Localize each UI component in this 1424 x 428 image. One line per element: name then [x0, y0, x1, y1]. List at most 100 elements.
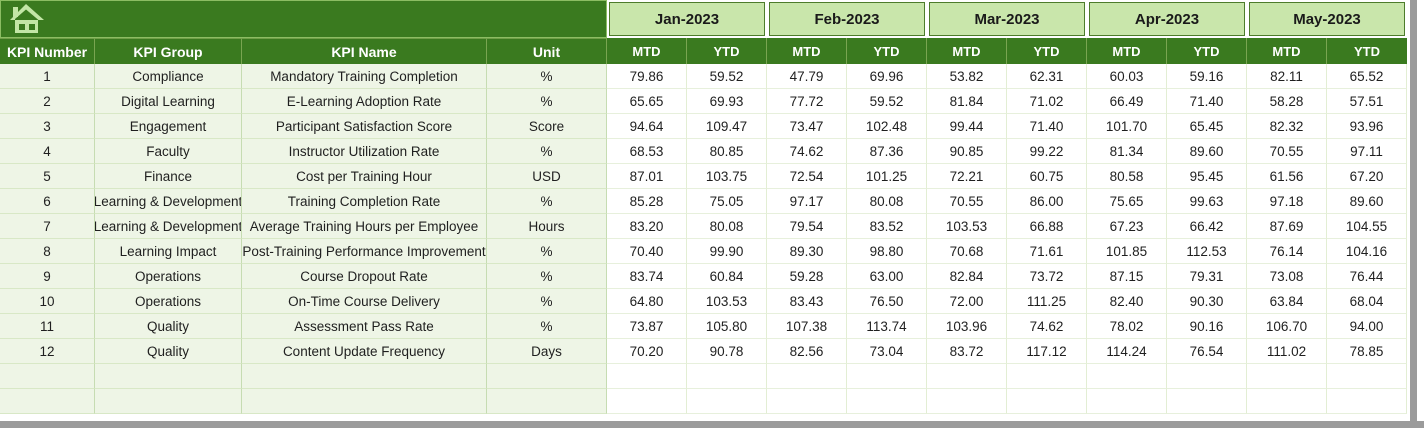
kpi-unit-cell[interactable]: % — [487, 264, 607, 289]
kpi-name-cell[interactable] — [242, 364, 487, 389]
kpi-unit-cell[interactable]: Score — [487, 114, 607, 139]
value-cell[interactable]: 81.84 — [927, 89, 1007, 114]
value-cell[interactable]: 99.63 — [1167, 189, 1247, 214]
value-cell[interactable]: 90.78 — [687, 339, 767, 364]
value-cell[interactable]: 59.52 — [847, 89, 927, 114]
value-cell[interactable]: 98.80 — [847, 239, 927, 264]
value-cell[interactable]: 82.32 — [1247, 114, 1327, 139]
value-cell[interactable]: 104.16 — [1327, 239, 1407, 264]
value-cell[interactable]: 90.85 — [927, 139, 1007, 164]
value-cell[interactable]: 103.53 — [687, 289, 767, 314]
value-cell[interactable]: 106.70 — [1247, 314, 1327, 339]
kpi-number-cell[interactable]: 8 — [0, 239, 95, 264]
value-cell[interactable] — [1087, 389, 1167, 414]
kpi-unit-cell[interactable]: % — [487, 314, 607, 339]
value-cell[interactable]: 71.40 — [1167, 89, 1247, 114]
value-cell[interactable]: 76.44 — [1327, 264, 1407, 289]
kpi-group-cell[interactable] — [95, 364, 242, 389]
value-cell[interactable]: 99.22 — [1007, 139, 1087, 164]
value-cell[interactable]: 64.80 — [607, 289, 687, 314]
value-cell[interactable] — [687, 389, 767, 414]
kpi-number-cell[interactable]: 11 — [0, 314, 95, 339]
value-cell[interactable]: 111.25 — [1007, 289, 1087, 314]
value-cell[interactable]: 99.90 — [687, 239, 767, 264]
value-cell[interactable]: 87.01 — [607, 164, 687, 189]
period-header-cell[interactable]: MTD — [1247, 38, 1327, 64]
value-cell[interactable]: 75.65 — [1087, 189, 1167, 214]
value-cell[interactable]: 60.03 — [1087, 64, 1167, 89]
kpi-number-cell[interactable]: 7 — [0, 214, 95, 239]
value-cell[interactable]: 114.24 — [1087, 339, 1167, 364]
kpi-group-cell[interactable]: Quality — [95, 339, 242, 364]
value-cell[interactable]: 104.55 — [1327, 214, 1407, 239]
value-cell[interactable]: 89.30 — [767, 239, 847, 264]
value-cell[interactable]: 87.15 — [1087, 264, 1167, 289]
value-cell[interactable]: 65.45 — [1167, 114, 1247, 139]
home-button[interactable] — [0, 0, 607, 38]
kpi-unit-cell[interactable] — [487, 389, 607, 414]
value-cell[interactable]: 80.58 — [1087, 164, 1167, 189]
month-header-cell[interactable]: Apr-2023 — [1089, 2, 1245, 36]
value-cell[interactable]: 94.64 — [607, 114, 687, 139]
kpi-unit-cell[interactable]: % — [487, 239, 607, 264]
value-cell[interactable] — [1167, 364, 1247, 389]
kpi-unit-cell[interactable]: Hours — [487, 214, 607, 239]
kpi-name-cell[interactable]: Instructor Utilization Rate — [242, 139, 487, 164]
value-cell[interactable]: 78.85 — [1327, 339, 1407, 364]
kpi-group-cell[interactable]: Compliance — [95, 64, 242, 89]
value-cell[interactable] — [767, 364, 847, 389]
kpi-group-cell[interactable]: Finance — [95, 164, 242, 189]
value-cell[interactable] — [607, 389, 687, 414]
value-cell[interactable] — [1247, 389, 1327, 414]
value-cell[interactable]: 59.52 — [687, 64, 767, 89]
period-header-cell[interactable]: MTD — [767, 38, 847, 64]
value-cell[interactable] — [767, 389, 847, 414]
value-cell[interactable]: 107.38 — [767, 314, 847, 339]
kpi-number-cell[interactable]: 9 — [0, 264, 95, 289]
period-header-cell[interactable]: MTD — [927, 38, 1007, 64]
value-cell[interactable]: 103.96 — [927, 314, 1007, 339]
value-cell[interactable]: 82.84 — [927, 264, 1007, 289]
kpi-number-cell[interactable]: 6 — [0, 189, 95, 214]
value-cell[interactable]: 68.04 — [1327, 289, 1407, 314]
value-cell[interactable]: 83.20 — [607, 214, 687, 239]
value-cell[interactable]: 73.87 — [607, 314, 687, 339]
value-cell[interactable]: 90.30 — [1167, 289, 1247, 314]
column-header-cell[interactable]: KPI Name — [242, 38, 487, 64]
value-cell[interactable]: 86.00 — [1007, 189, 1087, 214]
value-cell[interactable] — [1007, 364, 1087, 389]
value-cell[interactable]: 60.75 — [1007, 164, 1087, 189]
value-cell[interactable]: 103.75 — [687, 164, 767, 189]
value-cell[interactable]: 71.40 — [1007, 114, 1087, 139]
value-cell[interactable]: 79.31 — [1167, 264, 1247, 289]
value-cell[interactable]: 73.72 — [1007, 264, 1087, 289]
value-cell[interactable]: 79.86 — [607, 64, 687, 89]
value-cell[interactable]: 62.31 — [1007, 64, 1087, 89]
kpi-number-cell[interactable]: 3 — [0, 114, 95, 139]
kpi-number-cell[interactable]: 5 — [0, 164, 95, 189]
kpi-group-cell[interactable]: Digital Learning — [95, 89, 242, 114]
value-cell[interactable] — [1327, 364, 1407, 389]
value-cell[interactable]: 68.53 — [607, 139, 687, 164]
kpi-group-cell[interactable]: Engagement — [95, 114, 242, 139]
value-cell[interactable]: 90.16 — [1167, 314, 1247, 339]
month-header-cell[interactable]: Jan-2023 — [609, 2, 765, 36]
value-cell[interactable] — [607, 364, 687, 389]
kpi-name-cell[interactable]: Assessment Pass Rate — [242, 314, 487, 339]
value-cell[interactable] — [1007, 389, 1087, 414]
value-cell[interactable]: 111.02 — [1247, 339, 1327, 364]
kpi-name-cell[interactable]: Cost per Training Hour — [242, 164, 487, 189]
value-cell[interactable]: 85.28 — [607, 189, 687, 214]
value-cell[interactable] — [927, 389, 1007, 414]
kpi-name-cell[interactable]: Content Update Frequency — [242, 339, 487, 364]
kpi-group-cell[interactable]: Operations — [95, 289, 242, 314]
value-cell[interactable] — [687, 364, 767, 389]
kpi-group-cell[interactable] — [95, 389, 242, 414]
value-cell[interactable]: 117.12 — [1007, 339, 1087, 364]
value-cell[interactable]: 65.65 — [607, 89, 687, 114]
value-cell[interactable] — [847, 389, 927, 414]
kpi-name-cell[interactable]: Mandatory Training Completion — [242, 64, 487, 89]
month-header-cell[interactable]: Feb-2023 — [769, 2, 925, 36]
kpi-number-cell[interactable]: 2 — [0, 89, 95, 114]
period-header-cell[interactable]: YTD — [1167, 38, 1247, 64]
